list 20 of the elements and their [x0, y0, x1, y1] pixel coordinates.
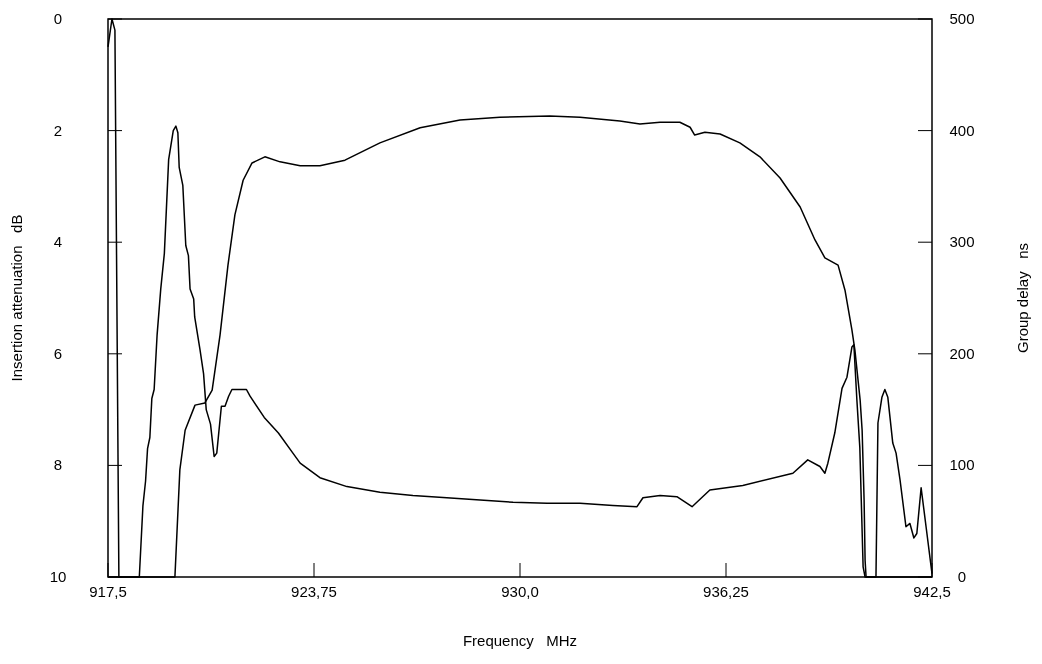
y-tick-label: 4: [53, 233, 63, 251]
x-tick-label: 942,5: [913, 583, 951, 600]
y-tick-label: 6: [53, 344, 63, 362]
y2-tick-label: 300: [949, 233, 975, 251]
y2-axis-title: Group delay ns: [1014, 242, 1031, 354]
y-tick-label: 10: [49, 568, 67, 585]
x-axis-title: Frequency MHz: [462, 632, 578, 649]
y-tick-label: 0: [53, 10, 63, 27]
y2-tick-label: 400: [949, 121, 975, 139]
y2-tick-label: 0: [957, 568, 967, 585]
x-tick-label: 923,75: [291, 583, 337, 600]
x-tick-label: 917,5: [89, 583, 127, 600]
x-tick-label: 930,0: [501, 583, 539, 600]
y-tick-label: 2: [53, 121, 63, 139]
y2-tick-label: 200: [949, 344, 975, 362]
y-axis-title: Insertion attenuation dB: [8, 214, 25, 382]
y2-tick-label: 100: [949, 456, 975, 474]
y2-tick-label: 500: [949, 10, 975, 27]
x-tick-label: 936,25: [703, 583, 749, 600]
y-tick-label: 8: [53, 456, 63, 474]
